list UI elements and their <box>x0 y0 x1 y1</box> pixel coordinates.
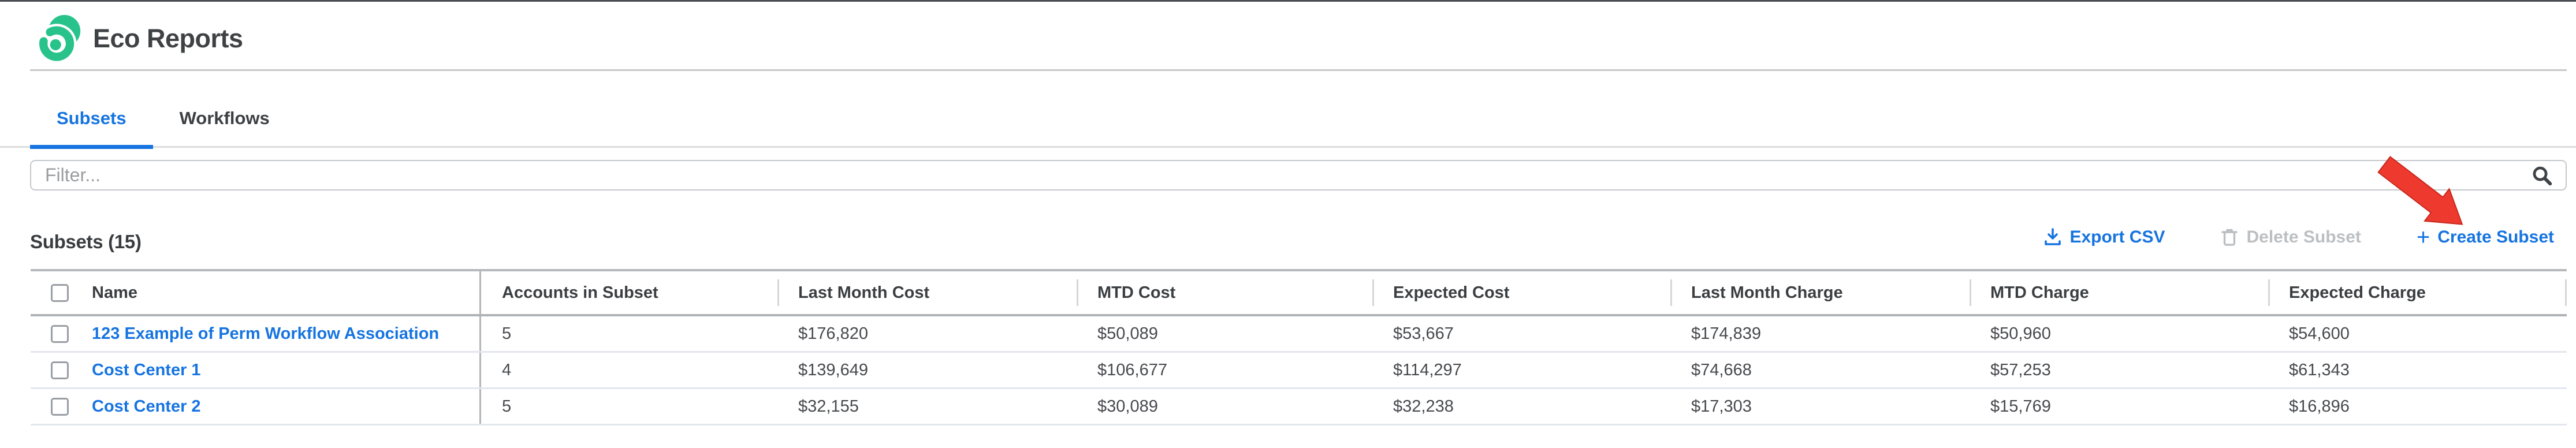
column-header-label: MTD Cost <box>1097 283 1176 302</box>
tab-subsets[interactable]: Subsets <box>30 91 153 149</box>
cell-last-month-charge: $174,839 <box>1691 324 1761 343</box>
cell-name: 123 Example of Perm Workflow Association <box>31 316 479 351</box>
download-icon <box>2045 228 2061 245</box>
cell-mtd-charge: $15,769 <box>1990 397 2051 416</box>
column-header-expected-charge: Expected Charge <box>2268 271 2567 314</box>
column-header-expected-cost: Expected Cost <box>1372 271 1670 314</box>
cell-expected-cost: $114,297 <box>1393 360 1462 379</box>
cell-mtd-charge: $50,960 <box>1990 324 2051 343</box>
filter-container <box>30 160 2567 191</box>
column-header-label: Last Month Charge <box>1691 283 1843 302</box>
table-header-row: Name Accounts in Subset Last Month Cost MTD… <box>31 269 2567 316</box>
cell-last-month-charge: $74,668 <box>1691 360 1752 379</box>
cell-expected-charge: $54,600 <box>2289 324 2350 343</box>
delete-subset-button[interactable]: Delete Subset <box>2220 227 2361 247</box>
subsets-table: Name Accounts in Subset Last Month Cost MTD… <box>31 269 2567 425</box>
cell-expected-charge: $61,343 <box>2289 360 2350 379</box>
subset-name-link[interactable]: Cost Center 1 <box>92 360 201 379</box>
cell-expected-charge: $16,896 <box>2289 397 2350 416</box>
row-checkbox[interactable] <box>51 324 69 343</box>
filter-input[interactable] <box>31 161 2531 189</box>
table-row: Cost Center 2 5 $32,155 $30,089 $32,238 $17,3… <box>31 389 2567 425</box>
cell-mtd-cost: $106,677 <box>1097 360 1167 379</box>
eco-logo-icon <box>36 14 81 64</box>
section-heading: Subsets (15) <box>30 231 142 252</box>
column-header-mtd-cost: MTD Cost <box>1077 271 1372 314</box>
column-header-label: Last Month Cost <box>798 283 930 302</box>
cell-accounts-in-subset: 4 <box>479 353 777 387</box>
cell-mtd-charge: $57,253 <box>1990 360 2051 379</box>
cell-name: Cost Center 2 <box>31 389 479 424</box>
trash-icon <box>2221 229 2238 246</box>
cell-name: Cost Center 1 <box>31 353 479 387</box>
cell-mtd-cost: $50,089 <box>1097 324 1158 343</box>
column-header-label: Expected Charge <box>2289 283 2426 302</box>
plus-icon: + <box>2416 225 2430 250</box>
column-header-last-month-charge: Last Month Charge <box>1670 271 1970 314</box>
create-subset-button[interactable]: + Create Subset <box>2416 225 2554 250</box>
cell-accounts-in-subset: 5 <box>479 389 777 424</box>
page-title: Eco Reports <box>93 24 243 53</box>
delete-subset-label: Delete Subset <box>2246 227 2361 247</box>
row-checkbox[interactable] <box>51 361 69 379</box>
tab-bar: Subsets Workflows <box>0 91 2576 149</box>
row-checkbox[interactable] <box>51 397 69 416</box>
column-header-label: MTD Charge <box>1990 283 2089 302</box>
tab-workflows[interactable]: Workflows <box>179 107 270 128</box>
export-csv-label: Export CSV <box>2069 227 2165 247</box>
column-header-label: Expected Cost <box>1393 283 1510 302</box>
subset-name-link[interactable]: 123 Example of Perm Workflow Association <box>92 324 440 343</box>
create-subset-label: Create Subset <box>2437 227 2554 247</box>
cell-last-month-cost: $32,155 <box>798 397 859 416</box>
table-row: 123 Example of Perm Workflow Association… <box>31 316 2567 353</box>
column-header-mtd-charge: MTD Charge <box>1970 271 2268 314</box>
table-body: 123 Example of Perm Workflow Association… <box>31 316 2567 425</box>
cell-accounts-in-subset: 5 <box>479 316 777 351</box>
column-header-label: Name <box>92 283 137 302</box>
subset-name-link[interactable]: Cost Center 2 <box>92 397 201 416</box>
window-top-border <box>0 0 2576 2</box>
app-header: Eco Reports <box>33 14 243 64</box>
cell-mtd-cost: $30,089 <box>1097 397 1158 416</box>
column-header-accounts-in-subset: Accounts in Subset <box>479 271 777 314</box>
cell-last-month-cost: $139,649 <box>798 360 868 379</box>
table-actions: Export CSV Delete Subset + Create Subset <box>2043 225 2554 250</box>
cell-expected-cost: $32,238 <box>1393 397 1454 416</box>
search-icon[interactable] <box>2531 165 2553 186</box>
cell-expected-cost: $53,667 <box>1393 324 1454 343</box>
column-header-name: Name <box>31 271 479 314</box>
export-csv-button[interactable]: Export CSV <box>2043 227 2165 247</box>
column-header-label: Accounts in Subset <box>502 283 658 302</box>
select-all-checkbox[interactable] <box>51 283 69 302</box>
table-row: Cost Center 1 4 $139,649 $106,677 $114,297 $7… <box>31 353 2567 389</box>
column-header-last-month-cost: Last Month Cost <box>777 271 1077 314</box>
cell-last-month-cost: $176,820 <box>798 324 868 343</box>
cell-last-month-charge: $17,303 <box>1691 397 1752 416</box>
header-divider <box>30 69 2567 71</box>
